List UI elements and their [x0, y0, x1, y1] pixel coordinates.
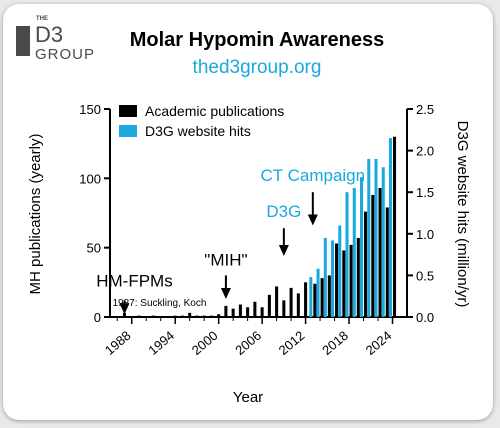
legend: Academic publications D3G website hits	[119, 103, 284, 139]
y-tick-label: 150	[79, 102, 101, 117]
legend-label-academic: Academic publications	[145, 103, 284, 119]
bar-academic-publications	[335, 243, 339, 317]
bar-academic-publications	[296, 293, 300, 317]
chart-card: THE D3 GROUP Molar Hypomin Awareness the…	[3, 4, 493, 420]
bar-academic-publications	[246, 307, 250, 317]
annotations: HM-FPMs 1987: Suckling, Koch "MIH" D3G CT Ca…	[96, 166, 366, 315]
bar-academic-publications	[209, 315, 213, 317]
y-tick-label: 100	[79, 171, 101, 186]
bar-academic-publications	[224, 305, 228, 317]
bar-website-hits	[316, 268, 320, 317]
y2-axis-title: D3G website hits (million/yr)	[454, 121, 471, 308]
chart-subtitle: thed3group.org	[193, 57, 322, 78]
bar-academic-publications	[327, 275, 331, 317]
y2-tick-label: 2.5	[416, 102, 434, 117]
bar-academic-publications	[275, 286, 279, 317]
logo-group: GROUP	[35, 46, 95, 63]
bar-academic-publications	[202, 315, 206, 317]
bar-academic-publications	[289, 287, 293, 317]
bar-website-hits	[338, 225, 342, 317]
bar-academic-publications	[260, 307, 264, 317]
x-tick-label: 1994	[145, 328, 177, 358]
y2-tick-label: 1.5	[416, 185, 434, 200]
bar-website-hits	[309, 277, 313, 317]
bar-academic-publications	[304, 282, 308, 317]
annotation-arrowhead	[307, 214, 318, 226]
y2-tick-label: 0.5	[416, 268, 434, 283]
chart: THE D3 GROUP Molar Hypomin Awareness the…	[16, 16, 471, 406]
bar-academic-publications	[320, 278, 324, 317]
annotation-label: D3G	[266, 202, 301, 221]
bar-academic-publications	[393, 136, 397, 317]
x-tick-label: 2006	[232, 328, 264, 358]
y-tick-label: 0	[94, 310, 101, 325]
bar-academic-publications	[282, 300, 286, 317]
bar-website-hits	[323, 237, 327, 317]
bar-academic-publications	[313, 283, 317, 317]
bar-website-hits	[359, 177, 364, 317]
bar-academic-publications	[342, 250, 346, 317]
annotation-label: HM-FPMs	[96, 271, 172, 290]
annotation-label: CT Campaign	[261, 166, 366, 185]
bar-academic-publications	[173, 315, 177, 317]
legend-swatch-academic	[119, 105, 137, 117]
legend-label-website: D3G website hits	[145, 123, 251, 139]
x-tick-label: 2018	[319, 328, 351, 358]
x-tick-label: 2012	[276, 328, 308, 358]
bar-website-hits	[367, 158, 371, 317]
bar-website-hits	[331, 240, 335, 317]
x-tick-label: 1988	[102, 328, 134, 358]
bar-website-hits	[352, 188, 356, 317]
annotation-label: 1987: Suckling, Koch	[112, 298, 206, 309]
bar-website-hits	[345, 192, 349, 317]
bar-academic-publications	[122, 312, 127, 317]
y2-tick-label: 1.0	[416, 227, 434, 242]
bar-academic-publications	[217, 314, 221, 317]
bar-academic-publications	[349, 244, 353, 317]
annotation-label: "MIH"	[204, 251, 247, 270]
logo-bar	[16, 26, 30, 56]
bar-academic-publications	[180, 315, 184, 317]
annotation-arrowhead	[220, 287, 231, 299]
bar-academic-publications	[188, 312, 192, 317]
bars	[122, 136, 397, 317]
y-tick-label: 50	[87, 241, 101, 256]
legend-swatch-website	[119, 125, 137, 137]
bar-website-hits	[374, 158, 378, 317]
bar-academic-publications	[378, 188, 382, 317]
bar-academic-publications	[137, 315, 141, 317]
bar-academic-publications	[231, 308, 235, 317]
y2-tick-label: 0.0	[416, 310, 434, 325]
annotation-arrowhead	[278, 244, 289, 256]
x-axis-title: Year	[233, 389, 263, 406]
bar-academic-publications	[267, 294, 271, 317]
bar-website-hits	[381, 167, 385, 317]
bar-academic-publications	[151, 315, 155, 317]
bar-academic-publications	[364, 211, 368, 317]
x-tick-label: 2000	[189, 328, 221, 358]
logo: THE D3 GROUP	[16, 16, 95, 63]
x-tick-label: 2024	[363, 328, 395, 358]
bar-academic-publications	[195, 315, 199, 317]
bar-academic-publications	[238, 304, 242, 317]
y-axis-title: MH publications (yearly)	[27, 134, 44, 295]
annotation-arrowhead	[119, 303, 130, 315]
logo-d3: D3	[35, 22, 63, 47]
bar-academic-publications	[385, 207, 389, 317]
bar-academic-publications	[356, 237, 360, 317]
bar-website-hits	[388, 138, 393, 317]
bar-academic-publications	[371, 194, 375, 317]
y2-tick-label: 2.0	[416, 144, 434, 159]
bar-academic-publications	[253, 301, 257, 317]
chart-title: Molar Hypomin Awareness	[130, 29, 385, 51]
logo-the: THE	[36, 16, 48, 22]
